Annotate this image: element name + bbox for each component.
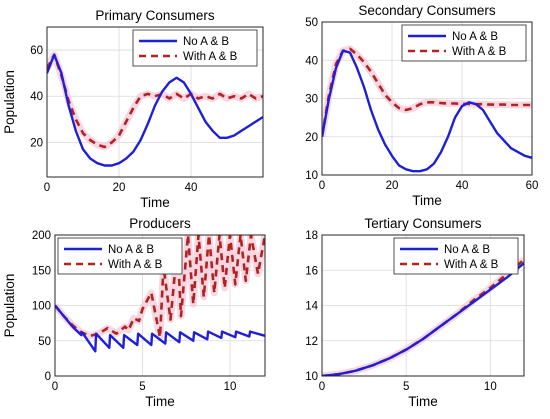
chart-panel-2: 0 20 40 60 10 20 30 40 50 Secondary Consumers Time… <box>305 3 538 208</box>
y-tick-label: 50 <box>38 336 51 348</box>
chart-panel-3: 0 5 10050100150200ProducersTimePopulationN… <box>2 216 266 409</box>
axes-frame <box>54 234 266 377</box>
x-tick-label: 0 <box>52 381 58 393</box>
legend-label: No A & B <box>444 244 490 256</box>
legend-label: No A & B <box>452 31 498 43</box>
axes-frame <box>321 21 533 176</box>
axes-frame <box>46 26 264 178</box>
y-tick-label: 200 <box>32 230 51 242</box>
x-tick-label: 5 <box>139 381 145 393</box>
y-tick-label: 16 <box>305 265 318 277</box>
x-tick-label: 10 <box>224 381 237 393</box>
panel-title: Secondary Consumers <box>358 3 496 18</box>
y-tick-label: 150 <box>32 265 51 277</box>
panel-title: Tertiary Consumers <box>364 216 481 231</box>
series-line-no-ab <box>322 49 532 173</box>
legend: No A & B With A & B <box>132 29 258 67</box>
y-tick-label: 50 <box>305 17 318 29</box>
x-axis-title: Time <box>408 394 438 409</box>
y-tick-label: 100 <box>32 301 51 313</box>
legend-box <box>57 237 183 275</box>
chart-panel-1: 0 20 40 20 40 60 Primary Consumers Time Populati… <box>2 8 264 210</box>
y-tick-label: 18 <box>305 230 318 242</box>
x-axis-title: Time <box>140 195 170 210</box>
x-tick-label: 20 <box>113 182 126 194</box>
panel-title: Producers <box>129 216 191 231</box>
y-axis-title: Population <box>2 274 17 338</box>
chart-panel-4: 0 5 10 10 12 14 16 18 Tertiary Consumers Time No A… <box>305 216 525 409</box>
legend-box <box>132 29 258 67</box>
x-axis-title: Time <box>412 193 442 208</box>
x-tick-label: 0 <box>319 381 325 393</box>
legend: No A & B With A & B <box>401 24 527 62</box>
x-axis-title: Time <box>145 394 175 409</box>
series-line-no-ab <box>55 304 265 353</box>
y-axis-title: Population <box>2 70 17 134</box>
y-tick-label: 20 <box>30 137 43 149</box>
x-tick-label: 60 <box>526 180 539 192</box>
x-tick-label: 40 <box>185 182 198 194</box>
series-halo <box>322 45 532 138</box>
series-line-with-ab <box>47 53 263 149</box>
y-tick-label: 14 <box>305 301 318 313</box>
y-tick-label: 10 <box>305 170 318 182</box>
legend-label: No A & B <box>183 36 229 48</box>
y-tick-label: 60 <box>30 45 43 57</box>
plot-lines <box>322 45 532 173</box>
y-tick-label: 12 <box>305 336 318 348</box>
legend-label: With A & B <box>108 259 163 271</box>
legend-label: With A & B <box>444 259 499 271</box>
y-tick-label: 0 <box>45 371 51 383</box>
plot-lines <box>47 51 263 167</box>
y-tick-label: 30 <box>305 94 318 106</box>
y-tick-label: 40 <box>30 91 43 103</box>
x-tick-label: 5 <box>403 381 409 393</box>
series-line-no-ab <box>47 53 263 167</box>
plot-lines <box>55 235 265 353</box>
series-line-no-ab <box>322 262 524 376</box>
x-tick-label: 20 <box>386 180 399 192</box>
x-tick-label: 0 <box>319 180 325 192</box>
y-tick-label: 20 <box>305 132 318 144</box>
x-tick-label: 0 <box>44 182 50 194</box>
legend: No A & B With A & B <box>393 237 519 275</box>
legend-label: No A & B <box>108 244 154 256</box>
axes-frame <box>321 234 525 377</box>
plot-lines <box>322 257 524 376</box>
x-tick-label: 10 <box>484 381 497 393</box>
legend: No A & B With A & B <box>57 237 183 275</box>
panel-title: Primary Consumers <box>95 8 215 23</box>
legend-label: With A & B <box>183 51 238 63</box>
x-tick-label: 40 <box>456 180 469 192</box>
legend-box <box>401 24 527 62</box>
legend-label: With A & B <box>452 46 507 58</box>
y-tick-label: 10 <box>305 371 318 383</box>
y-tick-label: 40 <box>305 55 318 67</box>
legend-box <box>393 237 519 275</box>
series-line-with-ab <box>55 235 265 339</box>
